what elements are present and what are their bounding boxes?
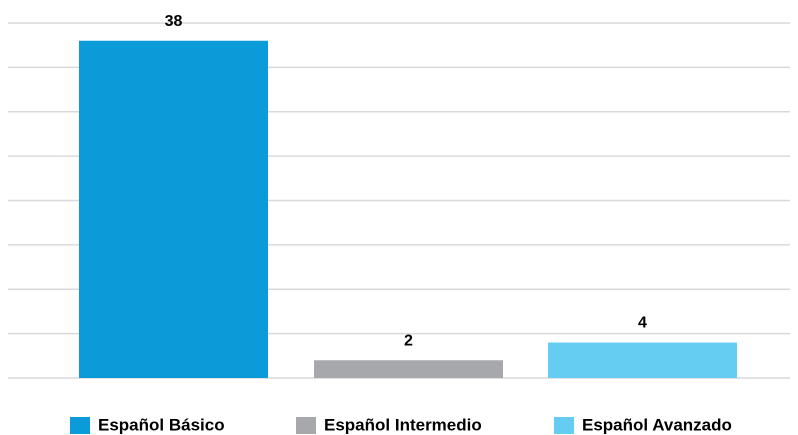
data-label: 4 — [638, 315, 647, 332]
legend-label: Español Intermedio — [324, 415, 482, 434]
bar — [79, 40, 268, 378]
legend-swatch — [554, 417, 574, 434]
bar — [548, 342, 737, 378]
data-label: 38 — [165, 13, 183, 30]
bar — [314, 360, 503, 378]
legend-swatch — [70, 417, 90, 434]
legend-label: Español Avanzado — [582, 415, 732, 434]
legend-swatch — [296, 417, 316, 434]
data-label: 2 — [404, 332, 413, 349]
legend-label: Español Básico — [98, 415, 225, 434]
